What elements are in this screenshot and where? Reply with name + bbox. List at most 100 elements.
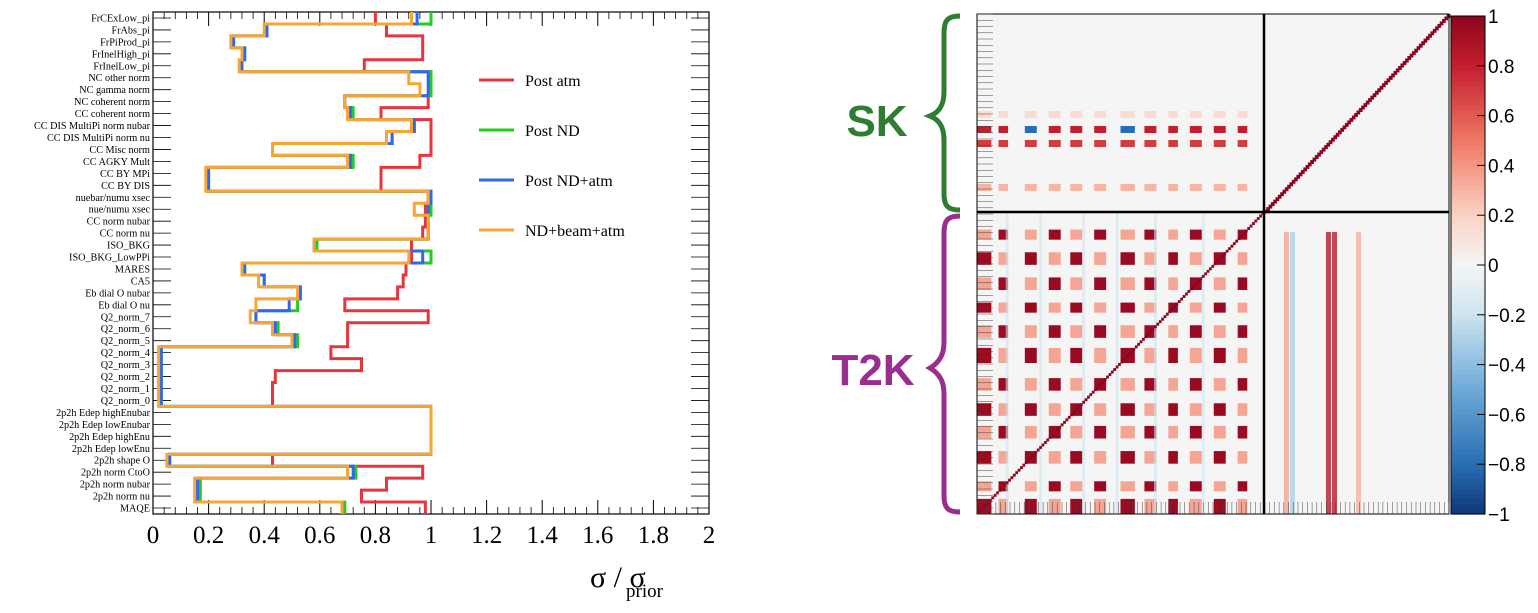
heatmap-diagonal-cell — [1291, 179, 1296, 184]
heatmap-cell — [1070, 277, 1083, 291]
heatmap-cell — [1048, 184, 1061, 191]
heatmap-diagonal-cell — [1177, 300, 1181, 303]
heatmap-diagonal-cell — [1439, 21, 1444, 26]
heatmap-diagonal-cell — [1314, 155, 1319, 160]
parameter-label: Eb dial O nubar — [85, 288, 150, 299]
heatmap-cell — [1168, 451, 1178, 464]
heatmap-cell — [977, 229, 992, 240]
colorbar-segment — [1451, 339, 1485, 346]
heatmap-diagonal-cell — [1324, 145, 1328, 150]
sk-brace — [923, 13, 961, 213]
parameter-label: 2p2h norm nu — [93, 492, 150, 503]
colorbar-segment — [1451, 30, 1485, 37]
heatmap-diagonal-cell — [1307, 162, 1312, 167]
colorbar-segment — [1451, 469, 1485, 475]
heatmap-diagonal-cell — [1305, 164, 1310, 169]
heatmap-cell — [1024, 481, 1037, 492]
colorbar-segment — [1451, 474, 1485, 480]
heatmap-cell — [1115, 212, 1119, 514]
heatmap-diagonal-cell — [1344, 122, 1349, 127]
heatmap-diagonal-cell — [1356, 110, 1361, 115]
heatmap-cell — [1120, 325, 1135, 338]
colorbar-segment — [1451, 50, 1485, 57]
heatmap-cell — [1168, 140, 1178, 147]
heatmap-diagonal-cell — [1017, 468, 1021, 472]
heatmap-cell — [1070, 184, 1083, 191]
colorbar-segment — [1451, 394, 1485, 401]
heatmap-cell — [1237, 184, 1248, 191]
heatmap-diagonal-cell — [1259, 214, 1263, 218]
heatmap-diagonal-cell — [1244, 229, 1248, 233]
colorbar-segment — [1451, 175, 1485, 181]
heatmap-cell — [998, 425, 1009, 439]
heatmap-diagonal-cell — [1065, 418, 1069, 422]
heatmap-cell — [1120, 451, 1135, 464]
heatmap-diagonal-cell — [1358, 108, 1363, 113]
heatmap-cell — [977, 403, 992, 416]
colorbar-segment — [1451, 484, 1485, 490]
heatmap-cell — [1024, 347, 1037, 363]
colorbar-segment — [1451, 409, 1485, 415]
heatmap-cell — [1070, 252, 1083, 265]
colorbar-segment — [1451, 45, 1485, 52]
heatmap-diagonal-cell — [1199, 277, 1203, 281]
heatmap-diagonal-cell — [1170, 307, 1174, 311]
heatmap-diagonal-cell — [1153, 325, 1157, 329]
heatmap-cell — [1144, 184, 1157, 191]
colorbar-segment — [1451, 215, 1485, 221]
colorbar-segment — [1451, 479, 1485, 485]
heatmap-diagonal-cell — [1342, 125, 1347, 130]
heatmap-diagonal-cell — [1020, 466, 1023, 470]
colorbar-tick-label: 0.6 — [1488, 107, 1514, 128]
heatmap-diagonal-cell — [1335, 132, 1340, 137]
parameter-label: CC DIS MultiPi norm nubar — [34, 121, 151, 132]
parameter-label: FrInelHigh_pi — [92, 49, 150, 60]
heatmap-cell — [1237, 403, 1248, 416]
heatmap-diagonal-cell — [1125, 355, 1129, 359]
colorbar-segment — [1451, 324, 1485, 331]
heatmap-diagonal-cell — [1294, 177, 1298, 182]
heatmap-diagonal-cell — [1365, 100, 1370, 105]
heatmap-diagonal-cell — [1134, 345, 1138, 349]
heatmap-diagonal-cell — [1180, 297, 1184, 301]
heatmap-diagonal-cell — [1377, 88, 1382, 93]
heatmap-cell — [1024, 378, 1037, 391]
heatmap-diagonal-cell — [1204, 272, 1207, 276]
heatmap-diagonal-cell — [1280, 192, 1284, 197]
heatmap-cell — [977, 111, 992, 118]
colorbar-tick-label: 0 — [1488, 256, 1499, 277]
heatmap-diagonal-cell — [986, 501, 990, 505]
heatmap-diagonal-cell — [1043, 441, 1047, 444]
colorbar-segment — [1451, 309, 1485, 316]
x-tick-label: 1.8 — [638, 522, 669, 549]
heatmap-diagonal-cell — [1151, 327, 1155, 331]
heatmap-cell — [977, 325, 992, 338]
heatmap-cell — [1070, 481, 1083, 492]
heatmap-cell — [1290, 232, 1295, 514]
heatmap-cell — [977, 378, 992, 391]
heatmap-diagonal-cell — [1354, 113, 1358, 117]
heatmap-diagonal-cell — [1247, 227, 1251, 231]
heatmap-cell — [1070, 111, 1083, 118]
heatmap-cell — [1070, 347, 1083, 363]
parameter-label: 2p2h Edep highEnu — [69, 432, 150, 443]
x-tick-label: 1.2 — [471, 522, 502, 549]
heatmap-diagonal-cell — [1266, 207, 1271, 212]
heatmap-diagonal-cell — [1442, 18, 1446, 23]
heatmap-diagonal-cell — [1407, 56, 1412, 61]
colorbar-segment — [1451, 504, 1485, 510]
colorbar-segment — [1451, 509, 1485, 515]
heatmap-cell — [1070, 302, 1083, 313]
colorbar-segment — [1451, 284, 1485, 291]
colorbar-segment — [1451, 60, 1485, 67]
parameter-label: FrCExLow_pi — [91, 13, 150, 24]
colorbar-segment — [1451, 20, 1485, 27]
heatmap-cell — [1213, 111, 1226, 118]
heatmap-cell — [1237, 252, 1248, 265]
x-axis-label-subscript: prior — [626, 581, 664, 602]
heatmap-cell — [1070, 378, 1083, 391]
heatmap-diagonal-cell — [1268, 204, 1273, 209]
colorbar-segment — [1451, 299, 1485, 306]
heatmap-cell — [1326, 232, 1331, 514]
heatmap-ticks — [976, 13, 1450, 515]
